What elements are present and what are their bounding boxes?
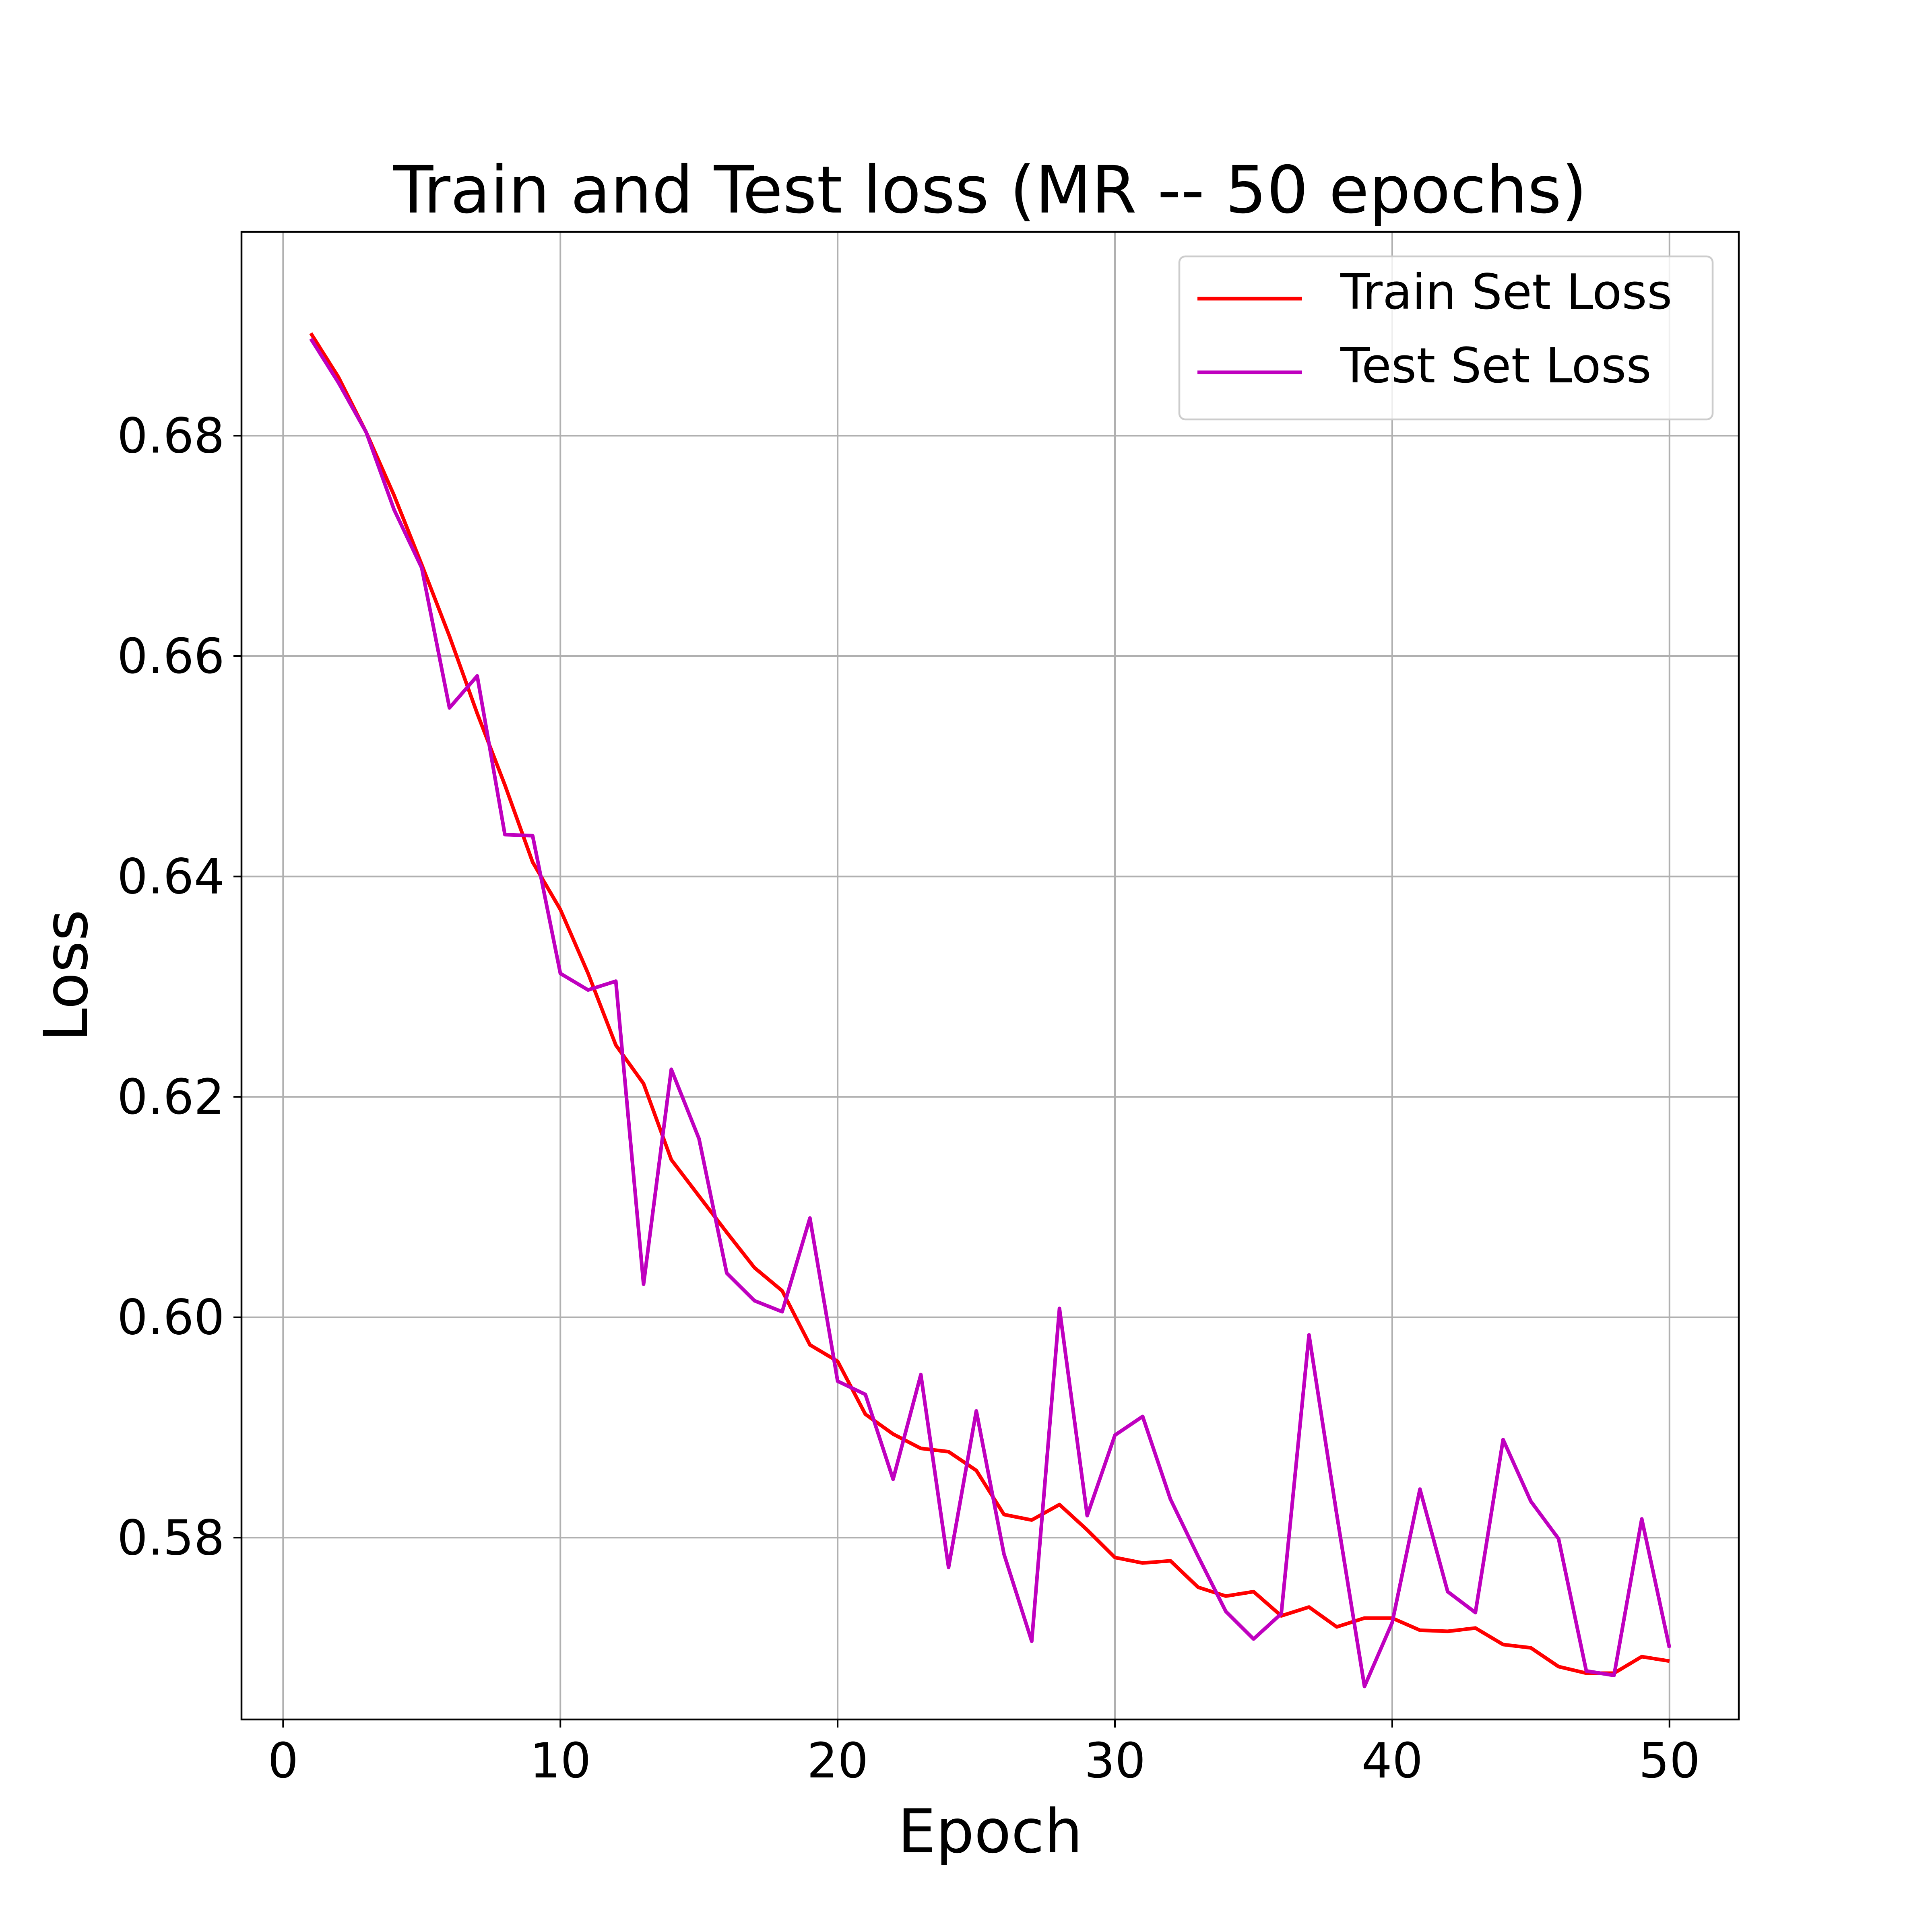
- x-axis-ticks: 0 10 20 30 40 50: [268, 1719, 1700, 1789]
- x-axis-label: Epoch: [898, 1797, 1082, 1867]
- y-tick-label: 0.66: [117, 629, 225, 685]
- legend-test-label: Test Set Loss: [1340, 338, 1651, 394]
- y-tick-label: 0.58: [117, 1510, 225, 1566]
- grid: [242, 232, 1739, 1719]
- legend-train-label: Train Set Loss: [1340, 264, 1672, 320]
- y-tick-label: 0.60: [117, 1290, 225, 1346]
- x-tick-label: 10: [530, 1733, 591, 1789]
- y-tick-label: 0.62: [117, 1069, 225, 1125]
- plot-frame: [240, 231, 1740, 1721]
- y-tick-label: 0.64: [117, 849, 225, 905]
- plot-lines: [309, 332, 1672, 1688]
- legend: Train Set Loss Test Set Loss: [1178, 255, 1714, 421]
- x-tick-label: 30: [1084, 1733, 1146, 1789]
- train-loss-line: [309, 332, 1670, 1675]
- y-tick-label: 0.68: [117, 408, 225, 464]
- legend-box: [1178, 255, 1714, 421]
- y-axis-label: Loss: [31, 909, 101, 1042]
- y-axis-ticks: 0.58 0.60 0.62 0.64 0.66 0.68: [117, 408, 242, 1566]
- x-tick-label: 20: [807, 1733, 869, 1789]
- x-tick-label: 0: [268, 1733, 298, 1789]
- x-tick-label: 50: [1639, 1733, 1700, 1789]
- chart-title: Train and Test loss (MR -- 50 epochs): [393, 153, 1587, 228]
- x-tick-label: 40: [1362, 1733, 1423, 1789]
- test-loss-line: [309, 338, 1672, 1688]
